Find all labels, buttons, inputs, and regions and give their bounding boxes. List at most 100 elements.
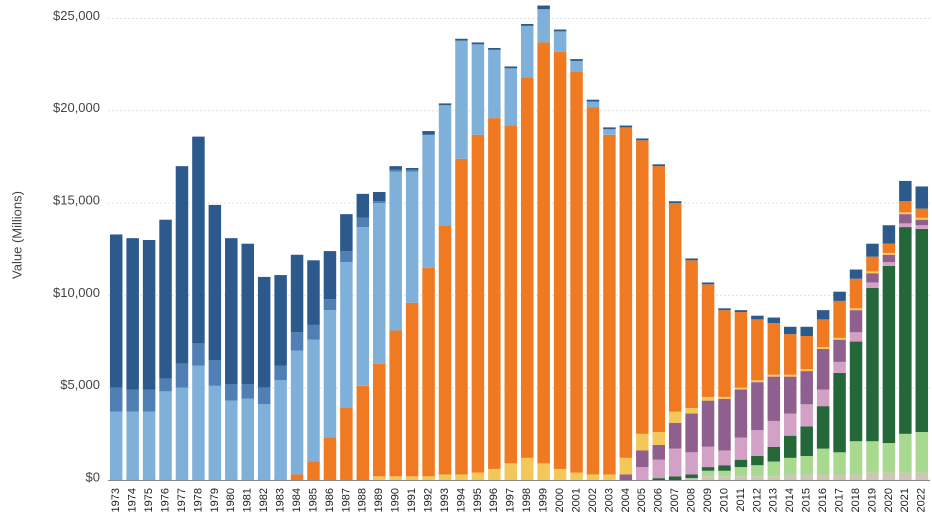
x-tick-label: 2009 bbox=[702, 488, 714, 512]
bar-segment bbox=[899, 227, 912, 434]
bar-segment bbox=[882, 265, 896, 444]
bar-segment bbox=[274, 365, 287, 381]
bar-segment bbox=[784, 413, 797, 436]
bar-segment bbox=[323, 437, 337, 480]
bar-segment bbox=[800, 474, 813, 480]
bar-segment bbox=[833, 339, 846, 362]
x-tick-label: 2017 bbox=[833, 488, 845, 512]
bar-segment bbox=[570, 472, 583, 480]
bar-segment bbox=[142, 411, 156, 480]
bar-segment bbox=[866, 282, 879, 288]
bar-segment bbox=[668, 422, 682, 449]
x-tick-label: 2011 bbox=[735, 488, 747, 512]
bar-segment bbox=[882, 252, 896, 255]
y-tick-label: $20,000 bbox=[53, 100, 100, 115]
bar-segment bbox=[751, 465, 764, 477]
bar-segment bbox=[241, 398, 254, 480]
bar-segment bbox=[849, 341, 863, 442]
bar-segment bbox=[488, 468, 501, 480]
y-tick-label: $0 bbox=[86, 469, 100, 484]
x-tick-label: 2010 bbox=[718, 488, 730, 512]
bar-segment bbox=[438, 225, 452, 475]
bar-segment bbox=[142, 389, 156, 412]
bar-segment bbox=[882, 262, 896, 266]
bar-segment bbox=[438, 474, 452, 480]
bar-segment bbox=[718, 308, 731, 311]
y-tick-label: $25,000 bbox=[53, 8, 100, 23]
x-tick-label: 1990 bbox=[390, 488, 402, 512]
bar-segment bbox=[126, 238, 139, 390]
bar-segment bbox=[373, 363, 386, 477]
bar-segment bbox=[751, 456, 764, 466]
bar-segment bbox=[784, 374, 797, 377]
x-tick-label: 2013 bbox=[768, 488, 780, 512]
bar-segment bbox=[899, 433, 912, 473]
x-tick-label: 1995 bbox=[472, 488, 484, 512]
x-tick-label: 2003 bbox=[603, 488, 615, 512]
x-tick-label: 2022 bbox=[916, 488, 928, 512]
bar-segment bbox=[520, 457, 534, 480]
bar-segment bbox=[553, 468, 567, 480]
x-tick-label: 2016 bbox=[817, 488, 829, 512]
bar-segment bbox=[668, 476, 682, 480]
bar-segment bbox=[915, 432, 929, 473]
bar-segment bbox=[290, 254, 304, 333]
x-tick-label: 1989 bbox=[373, 488, 385, 512]
bar-segment bbox=[405, 171, 419, 303]
bar-segment bbox=[471, 134, 485, 473]
bar-segment bbox=[734, 389, 748, 438]
bar-segment bbox=[784, 334, 797, 375]
bar-segment bbox=[866, 243, 879, 257]
bar-segment bbox=[882, 472, 896, 480]
bar-segment bbox=[471, 44, 485, 135]
x-tick-label: 1998 bbox=[521, 488, 533, 512]
x-tick-label: 1981 bbox=[242, 488, 254, 512]
bar-segment bbox=[833, 452, 846, 475]
bar-segment bbox=[504, 68, 518, 126]
bar-segment bbox=[570, 59, 583, 61]
bar-segment bbox=[356, 217, 370, 228]
bar-segment bbox=[734, 467, 748, 477]
bar-segment bbox=[701, 284, 715, 397]
bar-segment bbox=[866, 273, 879, 283]
bar-segment bbox=[422, 134, 435, 268]
bar-segment bbox=[685, 408, 698, 414]
bar-segment bbox=[290, 350, 304, 475]
bar-segment bbox=[816, 319, 830, 348]
bar-segment bbox=[356, 385, 370, 480]
bar-segment bbox=[849, 474, 863, 480]
bar-segment bbox=[586, 107, 600, 475]
x-tick-label: 2021 bbox=[899, 488, 911, 512]
bar-segment bbox=[504, 66, 518, 69]
bar-segment bbox=[109, 387, 123, 412]
bar-segment bbox=[751, 315, 764, 320]
x-tick-label: 2005 bbox=[636, 488, 648, 512]
bar-segment bbox=[159, 378, 172, 392]
bar-segment bbox=[767, 376, 781, 421]
bar-segment bbox=[718, 396, 731, 399]
bar-segment bbox=[225, 238, 238, 384]
x-tick-label: 2020 bbox=[883, 488, 895, 512]
bar-segment bbox=[800, 456, 813, 475]
bar-segment bbox=[537, 5, 550, 10]
bar-segment bbox=[241, 243, 254, 384]
bar-segment bbox=[767, 446, 781, 462]
bar-segment bbox=[833, 372, 846, 453]
bar-segment bbox=[833, 361, 846, 373]
bar-segment bbox=[866, 441, 879, 473]
bar-segment bbox=[274, 380, 287, 480]
bar-segment bbox=[323, 251, 337, 300]
x-tick-label: 2006 bbox=[653, 488, 665, 512]
x-tick-label: 1977 bbox=[176, 488, 188, 512]
bar-segment bbox=[570, 60, 583, 72]
bar-segment bbox=[800, 426, 813, 456]
bar-segment bbox=[257, 387, 271, 405]
bar-segment bbox=[389, 166, 402, 170]
bar-segment bbox=[816, 406, 830, 449]
bar-segment bbox=[537, 9, 550, 43]
bar-segment bbox=[784, 457, 797, 475]
bar-segment bbox=[603, 127, 616, 130]
x-tick-label: 2015 bbox=[801, 488, 813, 512]
x-tick-label: 2014 bbox=[784, 488, 796, 512]
bar-segment bbox=[159, 219, 172, 379]
